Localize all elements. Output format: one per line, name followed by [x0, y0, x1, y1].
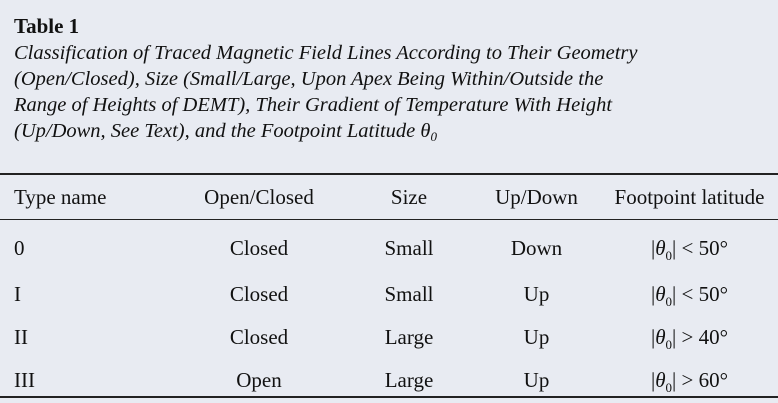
cell-open-closed: Closed [229, 235, 289, 260]
table-header-rule [0, 219, 778, 220]
caption-theta-subscript: 0 [430, 129, 437, 144]
cell-footpoint-latitude: |θ0| < 50° [651, 235, 728, 263]
latitude-subscript: 0 [665, 337, 673, 352]
latitude-theta-symbol: θ [655, 325, 666, 349]
cell-type: III [14, 368, 35, 392]
table-label: Table 1 [14, 14, 80, 38]
classification-table: Type name Open/Closed Size Up/Down Footp… [0, 175, 778, 402]
header-open-closed: Open/Closed [204, 184, 314, 209]
cell-type: II [14, 325, 28, 349]
latitude-relation: | > 40° [672, 325, 728, 349]
table-row: 0 Closed Small Down |θ0| < 50° [0, 219, 778, 273]
latitude-subscript: 0 [665, 294, 673, 309]
table-row: II Closed Large Up |θ0| > 40° [0, 316, 778, 359]
latitude-relation: | < 50° [672, 235, 728, 260]
table-row: I Closed Small Up |θ0| < 50° [0, 273, 778, 316]
caption-line-4: (Up/Down, See Text), and the Footpoint L… [14, 118, 770, 144]
latitude-relation: | > 60° [672, 368, 728, 392]
cell-size: Large [384, 325, 434, 349]
cell-up-down: Up [523, 325, 550, 349]
latitude-theta-symbol: θ [655, 282, 666, 306]
latitude-relation: | < 50° [672, 282, 728, 306]
cell-up-down: Up [523, 368, 550, 392]
cell-open-closed: Closed [229, 282, 289, 306]
latitude-subscript: 0 [665, 247, 673, 263]
cell-up-down: Up [523, 282, 550, 306]
cell-open-closed: Closed [229, 325, 289, 349]
cell-up-down: Down [510, 235, 563, 260]
table-top-rule [0, 173, 778, 175]
latitude-theta-symbol: θ [655, 235, 666, 260]
cell-size: Small [384, 282, 434, 306]
caption-line-4-text: (Up/Down, See Text), and the Footpoint L… [14, 120, 431, 142]
header-up-down: Up/Down [495, 184, 578, 209]
table-row: III Open Large Up |θ0| > 60° [0, 359, 778, 402]
header-size: Size [390, 184, 428, 209]
cell-type: 0 [14, 235, 25, 260]
cell-footpoint-latitude: |θ0| > 40° [651, 325, 728, 352]
caption-line-1: Classification of Traced Magnetic Field … [14, 42, 638, 64]
cell-size: Small [384, 235, 434, 260]
latitude-subscript: 0 [665, 380, 673, 395]
table-bottom-rule [0, 396, 778, 398]
table-header-row: Type name Open/Closed Size Up/Down Footp… [0, 175, 778, 219]
latitude-theta-symbol: θ [655, 368, 666, 392]
header-footpoint-latitude: Footpoint latitude [614, 184, 765, 209]
header-type-name: Type name [14, 184, 107, 209]
cell-open-closed: Open [236, 368, 282, 392]
cell-footpoint-latitude: |θ0| > 60° [651, 368, 728, 395]
cell-size: Large [384, 368, 434, 392]
caption-line-2: (Open/Closed), Size (Small/Large, Upon A… [14, 68, 604, 90]
cell-footpoint-latitude: |θ0| < 50° [651, 282, 728, 309]
cell-type: I [14, 282, 21, 306]
table-caption: Table 1 Classification of Traced Magneti… [14, 12, 770, 144]
caption-line-3: Range of Heights of DEMT), Their Gradien… [14, 94, 613, 116]
